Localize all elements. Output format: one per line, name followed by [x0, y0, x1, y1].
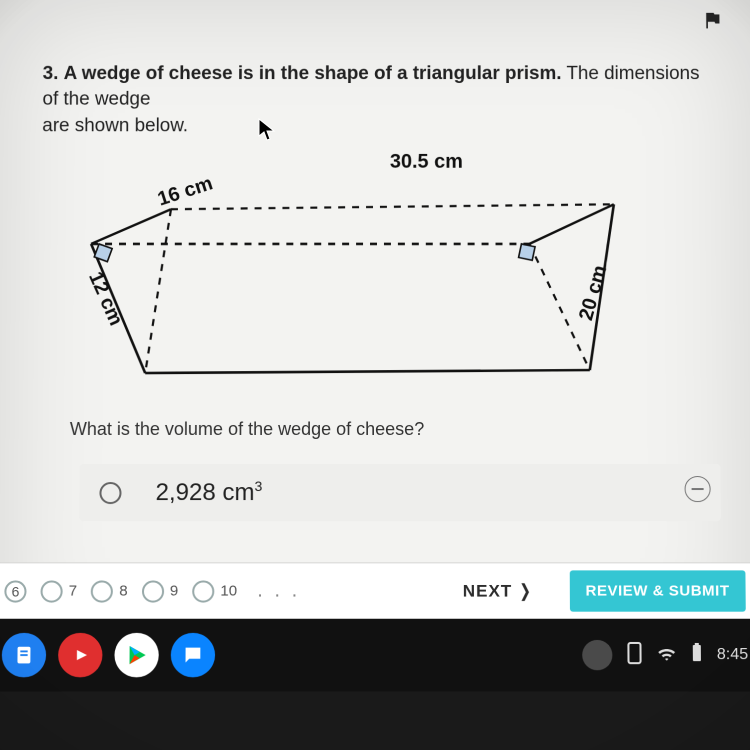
answer-text: 2,928 cm3 [155, 478, 262, 507]
shelf-notification-icon[interactable] [626, 641, 642, 668]
radio-icon[interactable] [99, 482, 121, 504]
question-number: 3. [43, 63, 59, 84]
question-prompt: What is the volume of the wedge of chees… [70, 419, 720, 440]
shelf-globe-icon[interactable] [582, 640, 612, 670]
label-30-5: 30.5 cm [390, 151, 463, 174]
flag-icon[interactable] [703, 10, 723, 35]
screen-surface: 3. A wedge of cheese is in the shape of … [0, 0, 750, 691]
more-pages-icon[interactable]: . . . [257, 579, 300, 602]
shelf-playstore-icon[interactable] [114, 633, 159, 677]
page-link-10[interactable]: 10 [192, 580, 237, 602]
question-line-1: 3. A wedge of cheese is in the shape of … [42, 61, 717, 111]
answer-value: 2,928 cm [155, 479, 254, 506]
collapse-icon[interactable] [684, 476, 710, 502]
page-current[interactable]: 6 [4, 580, 26, 602]
answer-option[interactable]: 2,928 cm3 [79, 464, 721, 521]
shelf-messages-icon[interactable] [171, 633, 215, 677]
cursor-icon [258, 118, 276, 147]
page-link-8[interactable]: 8 [91, 580, 128, 602]
chromeos-shelf: 8:45 [0, 619, 750, 692]
answer-exp: 3 [254, 478, 262, 494]
page-link-9[interactable]: 9 [142, 580, 179, 602]
question-bold: A wedge of cheese is in the shape of a t… [64, 63, 562, 84]
next-button[interactable]: NEXT ❭ [463, 581, 534, 601]
review-submit-button[interactable]: REVIEW & SUBMIT [569, 570, 745, 611]
prism-diagram: 30.5 cm 16 cm 12 cm 20 cm [60, 155, 680, 413]
question-nav-bar: 6 7 8 9 10 . . . NEXT ❭ REVIEW & SUBMIT [0, 562, 750, 618]
shelf-files-icon[interactable] [2, 633, 47, 677]
shelf-youtube-icon[interactable] [58, 633, 103, 677]
question-line-2: are shown below. [42, 116, 718, 138]
shelf-status-area[interactable]: 8:45 [582, 640, 748, 670]
question-content: 3. A wedge of cheese is in the shape of … [0, 5, 750, 522]
page-link-7[interactable]: 7 [40, 580, 77, 602]
battery-icon [691, 642, 703, 667]
wifi-icon [656, 644, 676, 665]
clock-text: 8:45 [717, 646, 748, 664]
